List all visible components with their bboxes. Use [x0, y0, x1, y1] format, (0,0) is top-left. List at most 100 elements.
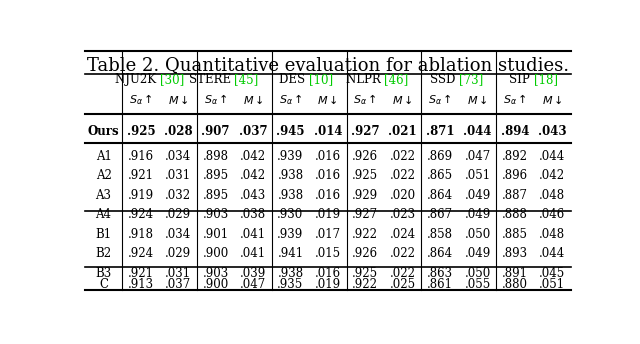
Text: [30]: [30] — [159, 73, 184, 86]
Text: .927: .927 — [352, 208, 378, 221]
Text: .864: .864 — [427, 189, 453, 202]
Text: .024: .024 — [390, 228, 416, 241]
Text: .864: .864 — [427, 247, 453, 260]
Text: DES: DES — [279, 73, 309, 86]
Text: [45]: [45] — [234, 73, 259, 86]
Text: .045: .045 — [540, 267, 566, 280]
Text: .892: .892 — [502, 150, 528, 163]
Text: .945: .945 — [276, 125, 305, 138]
Text: .025: .025 — [390, 279, 416, 291]
Text: .922: .922 — [352, 228, 378, 241]
Text: .918: .918 — [128, 228, 154, 241]
Text: [18]: [18] — [534, 73, 557, 86]
Text: .916: .916 — [128, 150, 154, 163]
Text: .049: .049 — [465, 247, 491, 260]
Text: $M$$\downarrow$: $M$$\downarrow$ — [168, 94, 189, 106]
Text: .938: .938 — [277, 189, 303, 202]
Text: .050: .050 — [465, 267, 491, 280]
Text: .900: .900 — [202, 247, 229, 260]
Text: .938: .938 — [277, 169, 303, 182]
Text: .896: .896 — [502, 169, 528, 182]
Text: .028: .028 — [164, 125, 193, 138]
Text: $S_\alpha$$\uparrow$: $S_\alpha$$\uparrow$ — [428, 92, 452, 107]
Text: .029: .029 — [165, 208, 191, 221]
Text: SIP: SIP — [509, 73, 534, 86]
Text: .037: .037 — [239, 125, 268, 138]
Text: .016: .016 — [315, 150, 341, 163]
Text: .022: .022 — [390, 247, 416, 260]
Text: .861: .861 — [427, 279, 453, 291]
Text: .869: .869 — [427, 150, 453, 163]
Text: A4: A4 — [95, 208, 111, 221]
Text: .907: .907 — [202, 125, 230, 138]
Text: .042: .042 — [540, 169, 565, 182]
Text: .901: .901 — [203, 228, 228, 241]
Text: .016: .016 — [315, 267, 341, 280]
Text: .043: .043 — [240, 189, 266, 202]
Text: .888: .888 — [502, 208, 528, 221]
Text: .919: .919 — [128, 189, 154, 202]
Text: .929: .929 — [352, 189, 378, 202]
Text: .903: .903 — [202, 267, 229, 280]
Text: C: C — [99, 279, 108, 291]
Text: .867: .867 — [427, 208, 453, 221]
Text: .016: .016 — [315, 169, 341, 182]
Text: .938: .938 — [277, 267, 303, 280]
Text: .034: .034 — [165, 228, 191, 241]
Text: .042: .042 — [240, 150, 266, 163]
Text: .032: .032 — [165, 189, 191, 202]
Text: A1: A1 — [95, 150, 111, 163]
Text: .050: .050 — [465, 228, 491, 241]
Text: .019: .019 — [315, 208, 341, 221]
Text: .903: .903 — [202, 208, 229, 221]
Text: .051: .051 — [465, 169, 491, 182]
Text: .014: .014 — [314, 125, 342, 138]
Text: .871: .871 — [426, 125, 454, 138]
Text: .041: .041 — [240, 247, 266, 260]
Text: .048: .048 — [540, 189, 565, 202]
Text: .049: .049 — [465, 189, 491, 202]
Text: Ours: Ours — [88, 125, 120, 138]
Text: .017: .017 — [315, 228, 341, 241]
Text: .925: .925 — [352, 267, 378, 280]
Text: B2: B2 — [95, 247, 111, 260]
Text: $M$$\downarrow$: $M$$\downarrow$ — [392, 94, 413, 106]
Text: .022: .022 — [390, 150, 416, 163]
Text: .893: .893 — [502, 247, 528, 260]
Text: .921: .921 — [128, 267, 154, 280]
Text: .055: .055 — [465, 279, 491, 291]
Text: .034: .034 — [165, 150, 191, 163]
Text: .865: .865 — [427, 169, 453, 182]
Text: .894: .894 — [500, 125, 529, 138]
Text: .031: .031 — [165, 169, 191, 182]
Text: [10]: [10] — [309, 73, 333, 86]
Text: .044: .044 — [540, 150, 566, 163]
Text: .016: .016 — [315, 189, 341, 202]
Text: .019: .019 — [315, 279, 341, 291]
Text: [46]: [46] — [384, 73, 408, 86]
Text: .913: .913 — [128, 279, 154, 291]
Text: .046: .046 — [540, 208, 566, 221]
Text: $M$$\downarrow$: $M$$\downarrow$ — [467, 94, 488, 106]
Text: .941: .941 — [277, 247, 303, 260]
Text: .924: .924 — [128, 208, 154, 221]
Text: .939: .939 — [277, 228, 303, 241]
Text: .924: .924 — [128, 247, 154, 260]
Text: .885: .885 — [502, 228, 528, 241]
Text: $S_\alpha$$\uparrow$: $S_\alpha$$\uparrow$ — [204, 92, 228, 107]
Text: .921: .921 — [128, 169, 154, 182]
Text: $M$$\downarrow$: $M$$\downarrow$ — [317, 94, 339, 106]
Text: .930: .930 — [277, 208, 303, 221]
Text: .022: .022 — [390, 267, 416, 280]
Text: B3: B3 — [95, 267, 112, 280]
Text: .922: .922 — [352, 279, 378, 291]
Text: .039: .039 — [240, 267, 266, 280]
Text: .049: .049 — [465, 208, 491, 221]
Text: .047: .047 — [240, 279, 266, 291]
Text: A2: A2 — [95, 169, 111, 182]
Text: .029: .029 — [165, 247, 191, 260]
Text: SSD: SSD — [429, 73, 459, 86]
Text: .023: .023 — [390, 208, 416, 221]
Text: $S_\alpha$$\uparrow$: $S_\alpha$$\uparrow$ — [278, 92, 302, 107]
Text: .020: .020 — [390, 189, 416, 202]
